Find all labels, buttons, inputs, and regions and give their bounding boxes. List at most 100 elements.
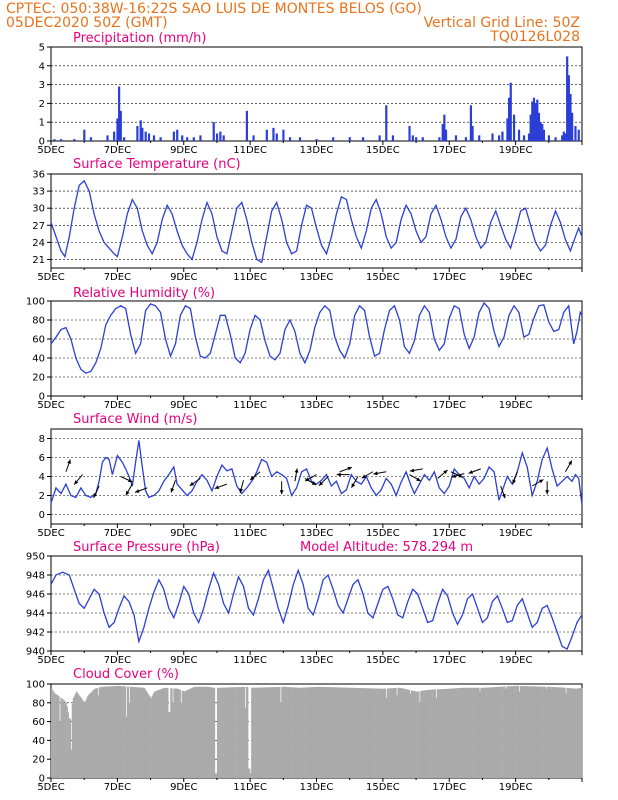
precip-bar (106, 135, 109, 141)
precip-bar (506, 118, 509, 141)
cloud-bar (332, 687, 334, 778)
cloud-bar (395, 687, 397, 778)
cloud-bar (172, 702, 174, 778)
cloud-bar (217, 687, 220, 778)
precip-bar (498, 135, 501, 141)
cloud-bar (502, 686, 504, 778)
cloud-bar (397, 687, 399, 778)
pressure-title: Surface Pressure (hPa) (73, 540, 220, 555)
cloud-bar (65, 702, 67, 778)
cloud-bar (364, 688, 366, 778)
precip-bar (562, 131, 565, 141)
cloud-bar (278, 686, 280, 778)
cloud-bar (238, 687, 241, 778)
precip-bar (348, 137, 351, 141)
x-tick-label: 15DEC (366, 528, 400, 539)
cloud-bar (316, 686, 318, 778)
precip-bar (298, 137, 302, 141)
cloud-bar (250, 773, 252, 778)
y-tick-label: 0 (39, 137, 45, 148)
cloud-bar (481, 687, 483, 778)
wind-arrow (451, 473, 465, 478)
cloud-bar (381, 688, 384, 778)
x-tick-label: 17DEC (432, 655, 466, 666)
cloud-bar (294, 687, 297, 778)
cloud-bar (429, 689, 431, 778)
x-tick-label: 7DEC (104, 145, 131, 156)
precip-bar (222, 135, 225, 141)
cloud-bar (287, 687, 289, 778)
cloud-bar (382, 688, 385, 778)
cloud-bar (458, 688, 460, 778)
cloud-bar (331, 687, 333, 778)
cloud-bar (384, 688, 387, 778)
precip-bar (199, 135, 202, 141)
cloud-bar (501, 686, 503, 778)
cloud-bar (405, 689, 408, 778)
cloud-bar (423, 690, 425, 778)
cloud-bar (457, 688, 459, 778)
wind-arrow-head (294, 468, 299, 473)
cloud-bar (559, 687, 561, 778)
cloud-bar (92, 690, 94, 778)
cloud-bar (541, 686, 543, 778)
cloud-bar (578, 688, 581, 778)
cloud-bar (360, 688, 362, 778)
cloud-bar (449, 688, 451, 778)
cloud-bar (130, 686, 133, 778)
x-tick-label: 9DEC (170, 400, 197, 411)
x-tick-label: 11DEC (233, 145, 267, 156)
wind-arrow (304, 474, 317, 482)
cloud-bar (196, 686, 198, 778)
x-tick-label: 19DEC (499, 400, 533, 411)
cloud-bar (176, 688, 178, 778)
cloud-bar (210, 687, 213, 778)
wind-arrow (512, 471, 518, 485)
cloud-bar (109, 686, 111, 778)
cloud-bar (111, 686, 113, 778)
cloud-bar (564, 687, 566, 778)
cloud-bar (478, 687, 480, 778)
cloud-bar (448, 688, 450, 778)
cloud-bar (345, 687, 347, 778)
wind-arrow (189, 477, 201, 487)
cloud-bar (136, 687, 138, 778)
x-tick-label: 9DEC (170, 782, 197, 793)
panel-precipitation: Precipitation (mm/h) 0 1 2 3 4 5 5DEC 7DEC 9DEC 1… (37, 31, 583, 156)
x-tick-label: 7DEC (104, 400, 131, 411)
cloud-bar (54, 693, 56, 778)
cloud-bar (51, 688, 53, 778)
cloud-bar (518, 691, 521, 778)
cloud-bar (348, 687, 350, 778)
wind-arrow (125, 483, 133, 496)
cloud-bar (285, 686, 287, 778)
cloud-bar (197, 686, 199, 778)
cloud-bar (371, 688, 373, 778)
cloud-bar (271, 687, 274, 778)
cloud-bar (507, 686, 509, 778)
pressure-model-altitude: Model Altitude: 578.294 m (300, 540, 473, 555)
precip-bar (332, 137, 335, 141)
cloud-bar (569, 688, 571, 778)
cloud-bar (361, 688, 363, 778)
wind-arrow-head (127, 478, 133, 483)
cloud-bar (264, 687, 266, 778)
cloud-bar (520, 686, 523, 778)
cloud-bar (557, 687, 559, 778)
cloud-bar (52, 690, 54, 778)
x-tick-label: 19DEC (499, 528, 533, 539)
precip-bar (534, 103, 537, 141)
precip-bar (288, 137, 292, 141)
wind-arrow-head (74, 480, 79, 485)
cloud-bar (180, 702, 182, 778)
cloud-bar (402, 688, 404, 778)
cloud-bar (561, 687, 563, 778)
cloud-bar (577, 688, 580, 778)
cloud-bar (403, 688, 405, 778)
temperature-plot: 21 24 27 30 33 36 5DEC 7DEC 9DEC 11DEC 13DEC 15DEC 1… (32, 170, 583, 283)
wind-arrow-head (250, 476, 255, 481)
cloud-bar (398, 687, 400, 778)
cloud-bar (62, 699, 64, 778)
wind-arrow-head (214, 485, 220, 489)
cloud-bar (296, 687, 299, 778)
